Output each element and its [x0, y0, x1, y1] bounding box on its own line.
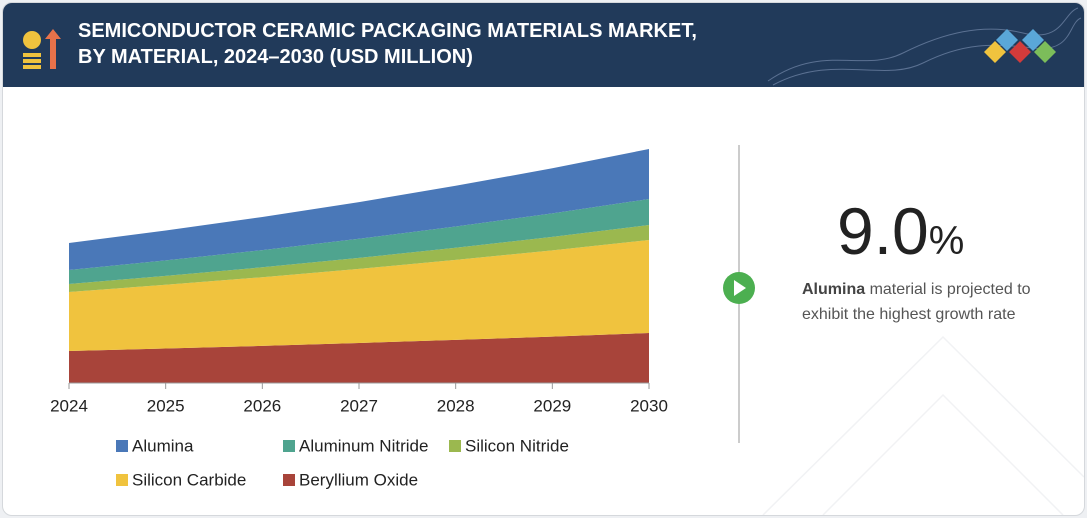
legend-swatch	[449, 440, 461, 452]
callout-value: 9.0%	[837, 193, 964, 269]
area	[69, 225, 649, 292]
areas	[69, 149, 649, 383]
value: 9.0	[837, 194, 929, 268]
title-line: BY MATERIAL, 2024–2030 (USD MILLION)	[78, 46, 473, 68]
header-decor	[23, 7, 1082, 86]
area	[69, 240, 649, 351]
x-tick-label: 2030	[630, 396, 668, 415]
area	[69, 199, 649, 284]
diamonds	[984, 29, 1056, 63]
legend-label: Aluminum Nitride	[299, 436, 428, 455]
legend-label: Silicon Nitride	[465, 436, 569, 455]
legend-swatch	[116, 474, 128, 486]
title-line: SEMICONDUCTOR CERAMIC PACKAGING MATERIAL…	[78, 20, 697, 42]
header: SEMICONDUCTOR CERAMIC PACKAGING MATERIAL…	[3, 3, 1084, 87]
legend-swatch	[283, 474, 295, 486]
legend-swatch	[116, 440, 128, 452]
legend-label: Alumina	[132, 436, 194, 455]
area	[69, 149, 649, 270]
x-tick-label: 2024	[50, 396, 88, 415]
highlight: Alumina	[802, 281, 866, 298]
area	[69, 333, 649, 383]
text: material is projected to exhibit the hig…	[802, 281, 1031, 323]
x-tick-label: 2029	[533, 396, 571, 415]
legend-swatch	[283, 440, 295, 452]
icon	[23, 29, 61, 69]
callout-text: Alumina material is projected to exhibit…	[802, 277, 1072, 327]
legend-label: Beryllium Oxide	[299, 470, 418, 489]
x-tick-label: 2026	[243, 396, 281, 415]
x-tick-label: 2025	[147, 396, 185, 415]
unit: %	[928, 219, 965, 263]
x-tick-label: 2027	[340, 396, 378, 415]
legend-label: Silicon Carbide	[132, 470, 246, 489]
x-tick-label: 2028	[437, 396, 475, 415]
